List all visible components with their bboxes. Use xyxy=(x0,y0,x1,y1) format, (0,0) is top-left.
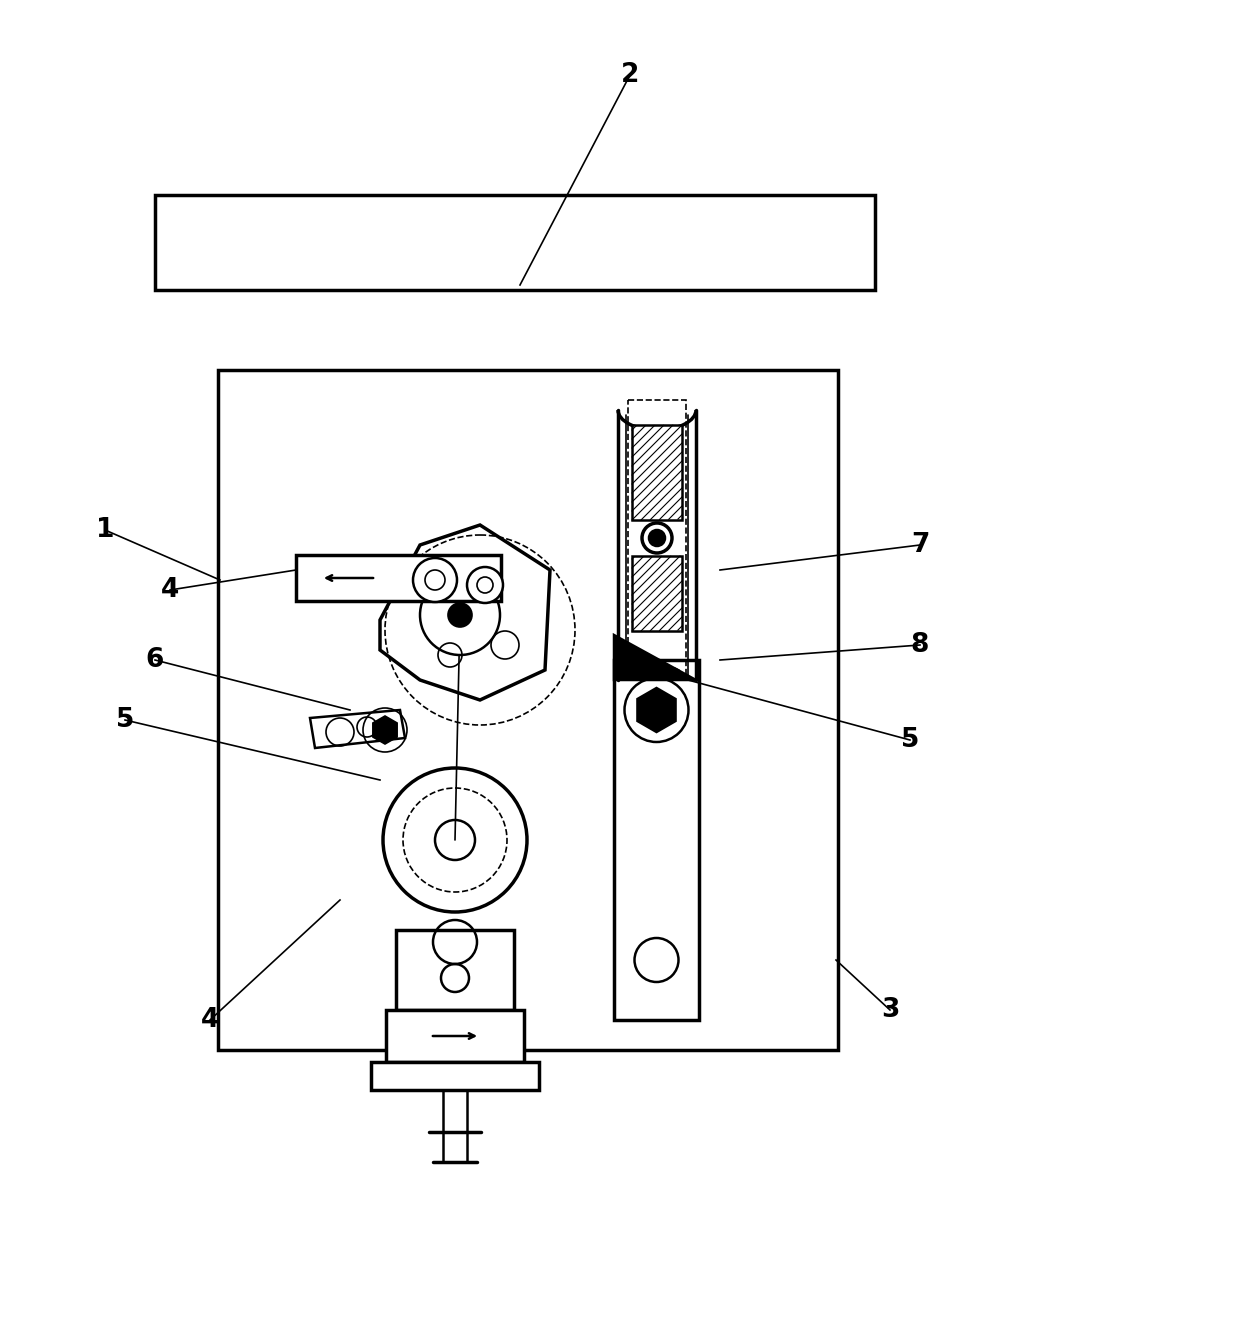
Circle shape xyxy=(448,603,472,627)
Polygon shape xyxy=(614,635,696,680)
Text: 2: 2 xyxy=(621,61,639,88)
Text: 3: 3 xyxy=(880,997,899,1023)
Polygon shape xyxy=(637,688,676,732)
Text: 8: 8 xyxy=(911,631,929,658)
Circle shape xyxy=(649,530,665,546)
Circle shape xyxy=(467,567,503,603)
Text: 4: 4 xyxy=(201,1007,219,1033)
Bar xyxy=(632,555,682,631)
Bar xyxy=(386,1011,525,1063)
Circle shape xyxy=(420,575,500,655)
Polygon shape xyxy=(379,525,551,700)
Bar xyxy=(627,400,686,680)
Text: 7: 7 xyxy=(911,533,929,558)
Polygon shape xyxy=(373,716,397,744)
Bar xyxy=(296,555,501,601)
Text: 5: 5 xyxy=(900,728,919,753)
Text: 5: 5 xyxy=(115,708,134,733)
Circle shape xyxy=(383,768,527,912)
Text: 1: 1 xyxy=(95,517,114,543)
Bar xyxy=(632,425,682,521)
Circle shape xyxy=(642,523,672,553)
Text: 4: 4 xyxy=(161,577,179,603)
Bar xyxy=(218,370,838,1051)
Polygon shape xyxy=(310,710,405,748)
Bar xyxy=(371,1063,539,1089)
Text: 6: 6 xyxy=(146,647,164,673)
Bar xyxy=(614,659,699,1020)
Bar xyxy=(396,930,515,1011)
Circle shape xyxy=(413,558,458,602)
Bar xyxy=(155,195,875,290)
